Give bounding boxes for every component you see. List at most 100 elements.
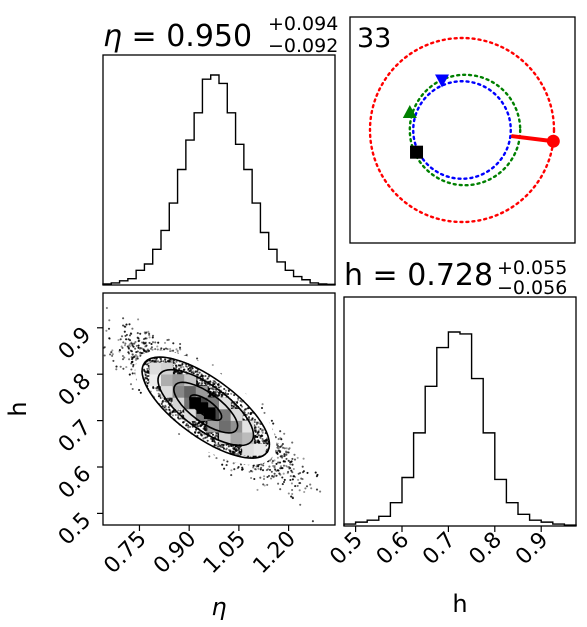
joint-sample-point: [121, 346, 124, 349]
joint-sample-point: [291, 488, 294, 492]
joint-sample-point: [279, 445, 282, 448]
joint-sample-point: [289, 478, 292, 482]
joint-sample-point: [149, 347, 152, 350]
joint-sample-point: [275, 462, 278, 465]
joint-sample-point: [135, 357, 138, 360]
joint-sample-point: [252, 464, 255, 467]
joint-sample-point: [121, 358, 125, 361]
joint-sample-point: [108, 337, 111, 340]
joint-sample-point: [257, 434, 260, 437]
h-marginal-panel: 0.5 0.6 0.7 0.8 0.9 h: [325, 296, 577, 618]
joint-sample-point: [137, 346, 140, 349]
eta-marginal-panel: η = 0.950 +0.094 −0.092: [102, 13, 338, 286]
joint-xtick-label: 1.20: [249, 527, 301, 579]
joint-sample-point: [189, 366, 192, 369]
joint-sample-point: [125, 366, 128, 369]
joint-sample-point: [145, 363, 149, 366]
joint-sample-point: [296, 484, 299, 487]
joint-sample-point: [150, 342, 153, 346]
joint-sample-point: [262, 429, 265, 432]
joint-ylabel: h: [4, 401, 32, 416]
joint-sample-point: [131, 387, 134, 391]
joint-sample-point: [254, 430, 257, 433]
joint-sample-point: [222, 447, 226, 450]
joint-sample-point: [187, 424, 190, 427]
joint-sample-point: [261, 437, 264, 440]
joint-sample-point: [253, 421, 256, 424]
joint-sample-point: [179, 409, 182, 412]
joint-sample-point: [304, 487, 307, 490]
joint-sample-point: [208, 387, 211, 390]
joint-sample-point: [124, 342, 127, 345]
joint-sample-point: [293, 458, 297, 461]
joint-sample-point: [213, 383, 216, 386]
joint-sample-point: [119, 365, 122, 368]
joint-sample-point: [259, 427, 262, 430]
joint-sample-point: [164, 408, 167, 411]
joint-ytick-label: 0.8: [54, 369, 96, 411]
joint-sample-point: [192, 370, 195, 373]
joint-sample-point: [257, 439, 260, 442]
eta-title: η = 0.950: [103, 19, 252, 54]
joint-sample-point: [215, 457, 218, 460]
joint-frame: [102, 292, 336, 526]
joint-sample-point: [222, 459, 225, 462]
joint-sample-point: [281, 442, 284, 446]
joint-sample-point: [202, 437, 205, 440]
joint-sample-point: [261, 434, 264, 437]
joint-sample-point: [144, 372, 147, 375]
joint-sample-point: [301, 465, 304, 468]
joint-sample-point: [271, 461, 274, 464]
joint-density-cell: [230, 409, 243, 421]
joint-sample-point: [111, 349, 114, 352]
joint-sample-point: [196, 370, 199, 373]
orbit-elements: [368, 36, 560, 224]
joint-sample-point: [282, 460, 285, 463]
joint-sample-point: [239, 399, 242, 403]
joint-sample-point: [117, 338, 120, 342]
joint-sample-point: [281, 455, 284, 458]
joint-sample-point: [319, 490, 322, 493]
orbit-marker-blue-triangle: [435, 74, 450, 88]
joint-sample-point: [261, 469, 265, 472]
joint-density-cell: [242, 443, 255, 456]
h-title-group: h = 0.728 +0.055 −0.056: [344, 257, 567, 299]
joint-sample-point: [225, 447, 228, 450]
joint-sample-point: [214, 441, 217, 445]
joint-sample-point: [199, 424, 202, 428]
joint-sample-point: [145, 381, 148, 384]
joint-sample-point: [266, 442, 269, 445]
joint-sample-point: [292, 467, 295, 471]
joint-sample-point: [191, 367, 194, 370]
joint-sample-point: [134, 340, 137, 344]
joint-sample-point: [232, 405, 235, 408]
joint-sample-point: [254, 455, 258, 458]
h-marginal-frame: [343, 296, 577, 527]
joint-sample-point: [121, 354, 124, 358]
joint-sample-point: [259, 436, 262, 439]
joint-sample-point: [237, 398, 240, 401]
joint-sample-point: [159, 357, 162, 360]
joint-sample-point: [218, 392, 221, 395]
joint-density-cell: [242, 432, 255, 445]
joint-sample-point: [164, 358, 167, 361]
joint-sample-point: [296, 456, 299, 459]
joint-sample-point: [251, 470, 254, 473]
joint-sample-point: [231, 406, 234, 409]
joint-sample-point: [264, 439, 267, 442]
joint-sample-point: [216, 390, 219, 393]
joint-sample-point: [229, 450, 233, 453]
joint-sample-point: [256, 435, 259, 438]
joint-sample-point: [123, 356, 126, 359]
joint-sample-point: [146, 382, 149, 385]
joint-sample-point: [247, 416, 251, 419]
joint-sample-point: [227, 448, 230, 452]
joint-sample-point: [194, 423, 197, 426]
joint-sample-point: [216, 432, 219, 435]
joint-sample-point: [151, 334, 155, 337]
eta-histogram-line: [102, 74, 336, 286]
joint-sample-point: [262, 483, 265, 486]
joint-sample-point: [151, 348, 154, 351]
joint-sample-point: [241, 466, 244, 469]
